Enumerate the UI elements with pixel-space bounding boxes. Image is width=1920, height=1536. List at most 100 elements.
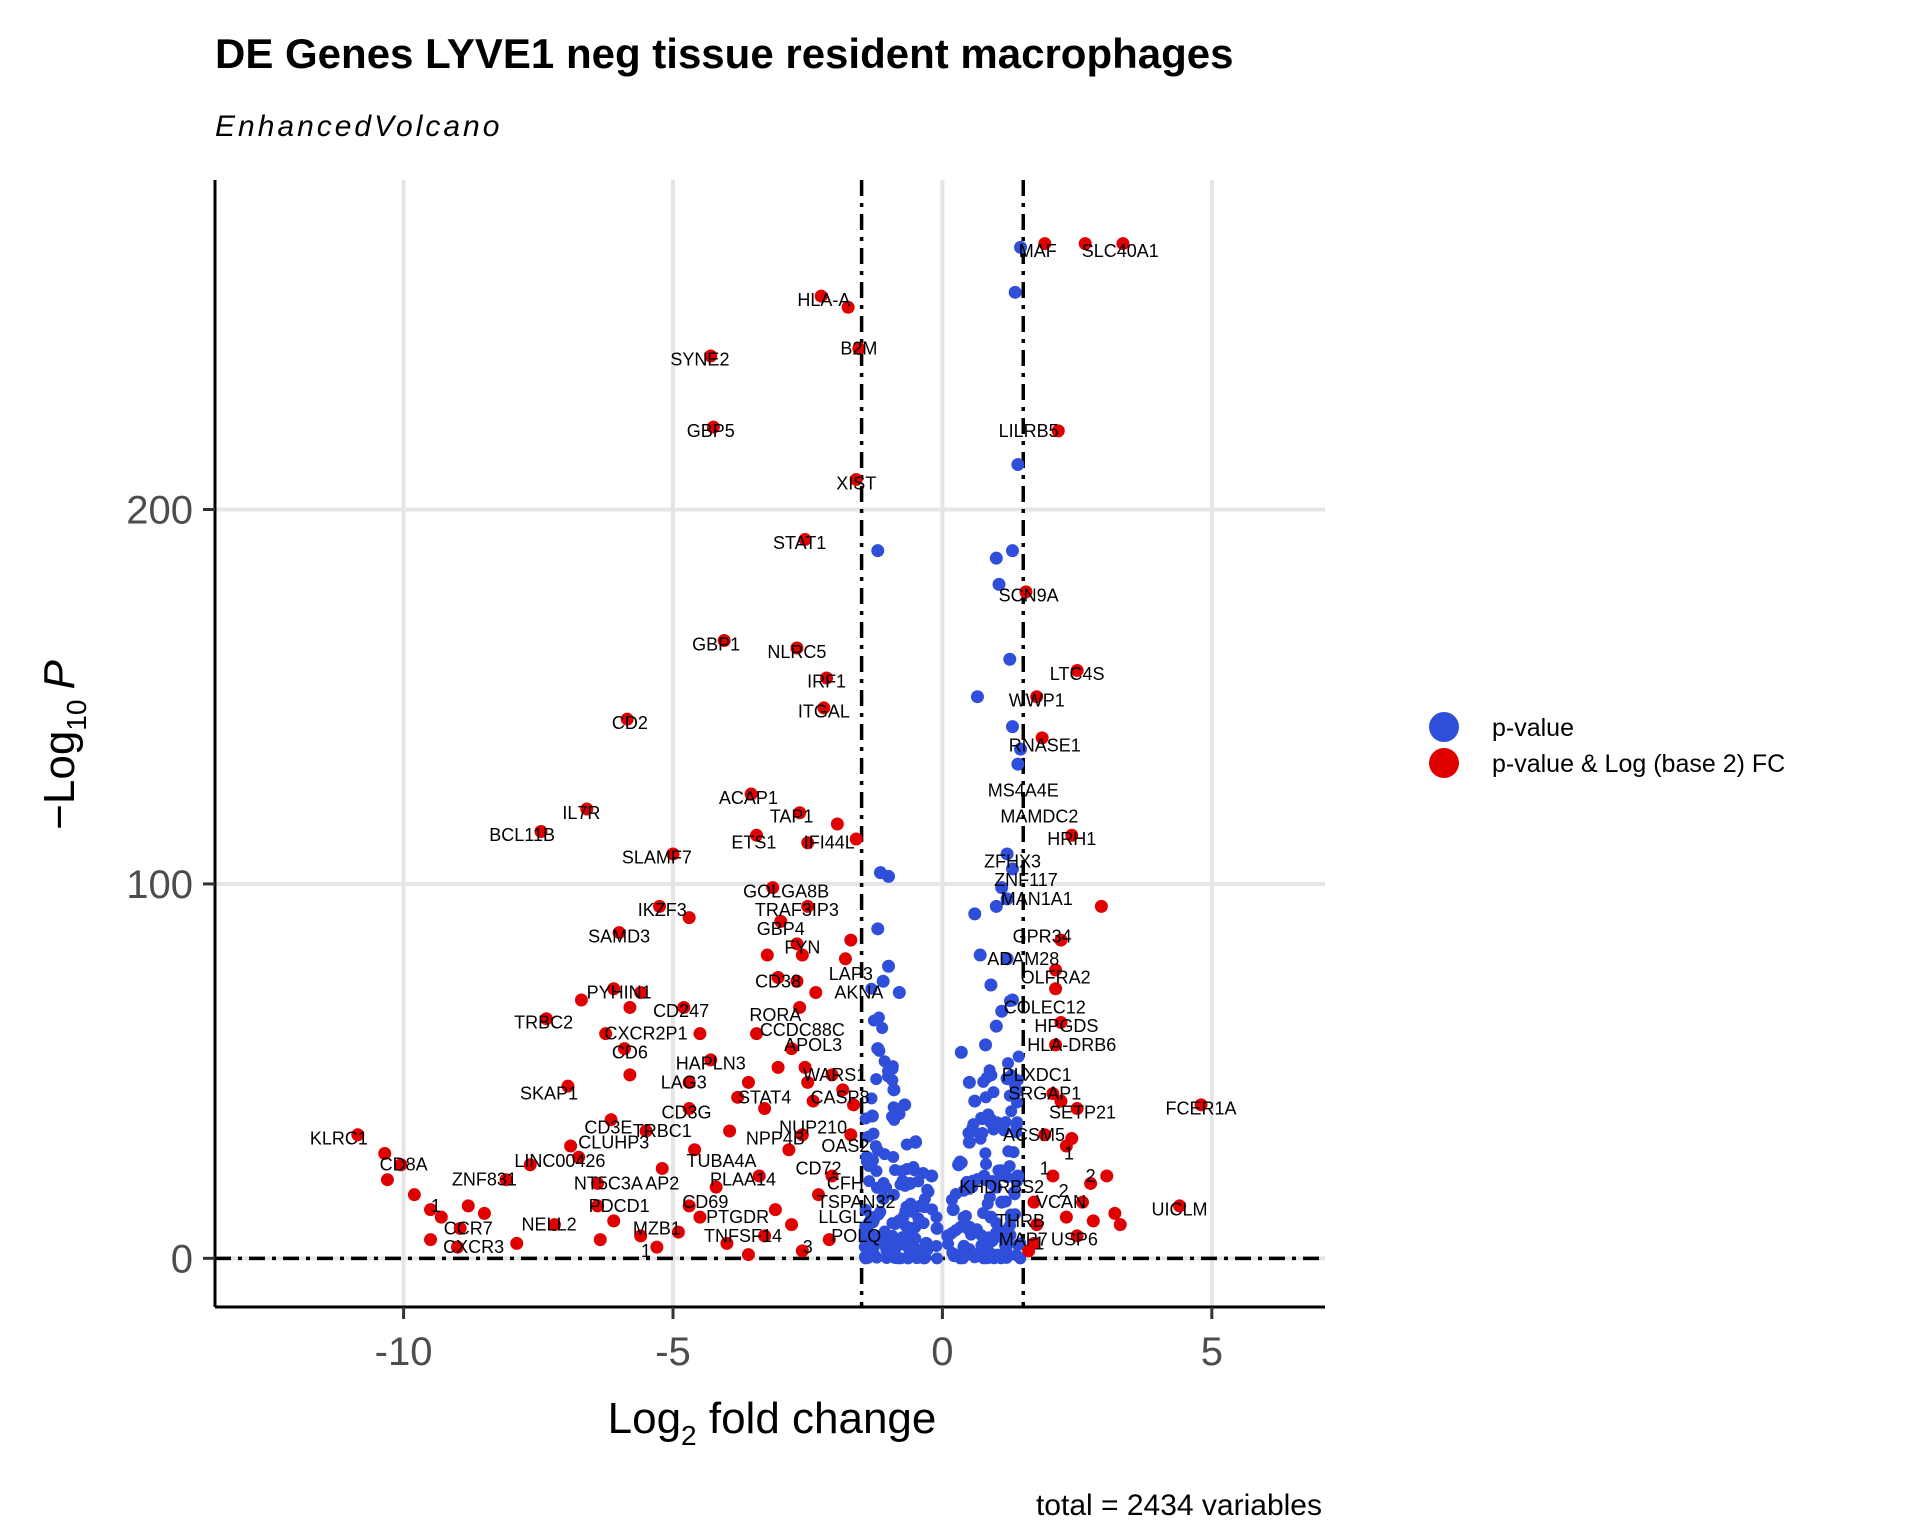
point-pvalue-fc <box>1076 1195 1090 1209</box>
gene-label: TNFSF14 <box>704 1226 782 1246</box>
gene-label: CD8A <box>380 1155 428 1175</box>
point-pvalue-fc <box>771 1060 785 1074</box>
point-pvalue-fc <box>774 914 788 928</box>
legend: p-value p-value & Log (base 2) FC <box>1429 712 1785 778</box>
y-tick-label: 200 <box>126 488 193 532</box>
point-pvalue-fc <box>758 1229 772 1243</box>
point-pvalue-fc <box>793 1000 807 1014</box>
y-axis-title: −Log10P <box>35 660 92 830</box>
point-pvalue <box>979 1038 993 1052</box>
gene-label: HLA-DRB6 <box>1027 1035 1116 1055</box>
gene-label: ACAP1 <box>719 788 778 808</box>
gene-label: PLXDC1 <box>1002 1065 1072 1085</box>
point-pvalue-fc <box>1070 663 1084 677</box>
point-pvalue <box>870 1181 883 1194</box>
gene-label: HAPLN3 <box>676 1054 746 1074</box>
point-pvalue <box>1005 862 1019 876</box>
point-pvalue <box>952 1158 966 1172</box>
point-pvalue <box>860 1150 874 1164</box>
point-pvalue-fc <box>830 817 844 831</box>
point-pvalue <box>866 1235 879 1248</box>
point-pvalue-fc <box>790 641 804 655</box>
point-pvalue-fc <box>510 1236 524 1250</box>
gene-label: SLAMF7 <box>622 848 692 868</box>
gene-label: GBP4 <box>757 919 805 939</box>
y-axis-ticks: 0 100 200 <box>126 488 215 1281</box>
point-pvalue-fc <box>1086 1214 1100 1228</box>
point-pvalue <box>878 1225 891 1238</box>
x-tick-label: 0 <box>931 1330 953 1374</box>
gene-label: CXCR2P1 <box>605 1024 688 1044</box>
gene-label: GBP5 <box>687 421 735 441</box>
gene-label: UICLM <box>1152 1200 1208 1220</box>
point-pvalue-fc <box>539 1012 553 1026</box>
gene-label: IFI44L <box>804 833 855 853</box>
chart-title: DE Genes LYVE1 neg tissue resident macro… <box>215 30 1234 77</box>
legend-swatch <box>1429 712 1459 742</box>
gene-label: GPR34 <box>1013 926 1072 946</box>
gene-label: LAG3 <box>661 1072 707 1092</box>
point-pvalue <box>968 1225 982 1239</box>
gene-label: ZNF831 <box>452 1170 517 1190</box>
point-pvalue-fc <box>453 1221 467 1235</box>
gene-label: BCL11B <box>489 825 555 845</box>
point-pvalue-fc <box>801 836 815 850</box>
point-pvalue <box>1012 1050 1025 1063</box>
gene-label: LINC00426 <box>514 1151 605 1171</box>
point-pvalue-fc <box>1027 1195 1041 1209</box>
point-pvalue <box>1010 1096 1023 1109</box>
point-pvalue <box>925 1169 939 1183</box>
point-pvalue-fc <box>795 1244 809 1258</box>
gene-label: SETP21 <box>1049 1102 1116 1122</box>
point-pvalue-fc <box>1049 1038 1063 1052</box>
point-pvalue-fc <box>852 341 866 355</box>
point-pvalue <box>914 1199 928 1213</box>
point-pvalue-fc <box>741 1248 755 1262</box>
point-pvalue <box>1014 240 1028 254</box>
point-pvalue <box>880 1251 893 1264</box>
legend-label: p-value & Log (base 2) FC <box>1492 750 1785 778</box>
gene-label: GOLGA8B <box>743 881 829 901</box>
x-axis-ticks: -10 -5 0 5 <box>375 1307 1223 1374</box>
point-pvalue-fc <box>599 1027 613 1041</box>
gene-label: CCR7 <box>444 1218 493 1238</box>
point-pvalue <box>892 985 906 999</box>
gene-label: CD3G <box>661 1102 711 1122</box>
point-pvalue <box>998 1233 1011 1246</box>
point-pvalue <box>872 1011 885 1024</box>
point-pvalue <box>968 907 982 921</box>
point-pvalue-fc <box>706 420 720 434</box>
point-pvalue-fc <box>634 1229 648 1243</box>
point-pvalue-fc <box>785 1042 799 1056</box>
point-pvalue-fc <box>653 899 667 913</box>
point-pvalue <box>858 1250 871 1263</box>
x-axis-title: Log2 fold change <box>608 1394 937 1451</box>
point-pvalue <box>898 1098 912 1112</box>
point-pvalue-fc <box>849 473 863 487</box>
point-pvalue-fc <box>720 1236 734 1250</box>
point-pvalue <box>1003 1160 1016 1173</box>
point-pvalue-fc <box>731 1090 745 1104</box>
point-pvalue-fc <box>682 1075 696 1089</box>
gene-label: CD2 <box>612 713 648 733</box>
point-pvalue <box>882 1064 896 1078</box>
point-pvalue-fc <box>693 1027 707 1041</box>
point-pvalue <box>979 1147 992 1160</box>
gene-label: COLEC12 <box>1004 997 1086 1017</box>
gene-label: NPP4B <box>746 1129 805 1149</box>
point-pvalue-fc <box>1030 1218 1044 1232</box>
point-pvalue-fc <box>798 532 812 546</box>
point-pvalue <box>871 544 885 558</box>
point-pvalue <box>973 948 987 962</box>
gene-label: B2M <box>840 338 877 358</box>
point-pvalue-fc <box>795 948 809 962</box>
point-pvalue <box>968 1094 982 1108</box>
point-pvalue-fc <box>1038 237 1052 251</box>
gene-label: STAT4 <box>738 1087 791 1107</box>
point-pvalue-fc <box>785 1218 799 1232</box>
gene-label: TAP1 <box>770 807 814 827</box>
point-pvalue-fc <box>682 911 696 925</box>
point-pvalue <box>1007 1146 1020 1159</box>
gene-label: ETS1 <box>731 833 776 853</box>
gene-labels: MAF SLC40A1 HLA-A B2M SYNE2 GBP5 LILRB5 XIST STA… <box>310 241 1237 1261</box>
